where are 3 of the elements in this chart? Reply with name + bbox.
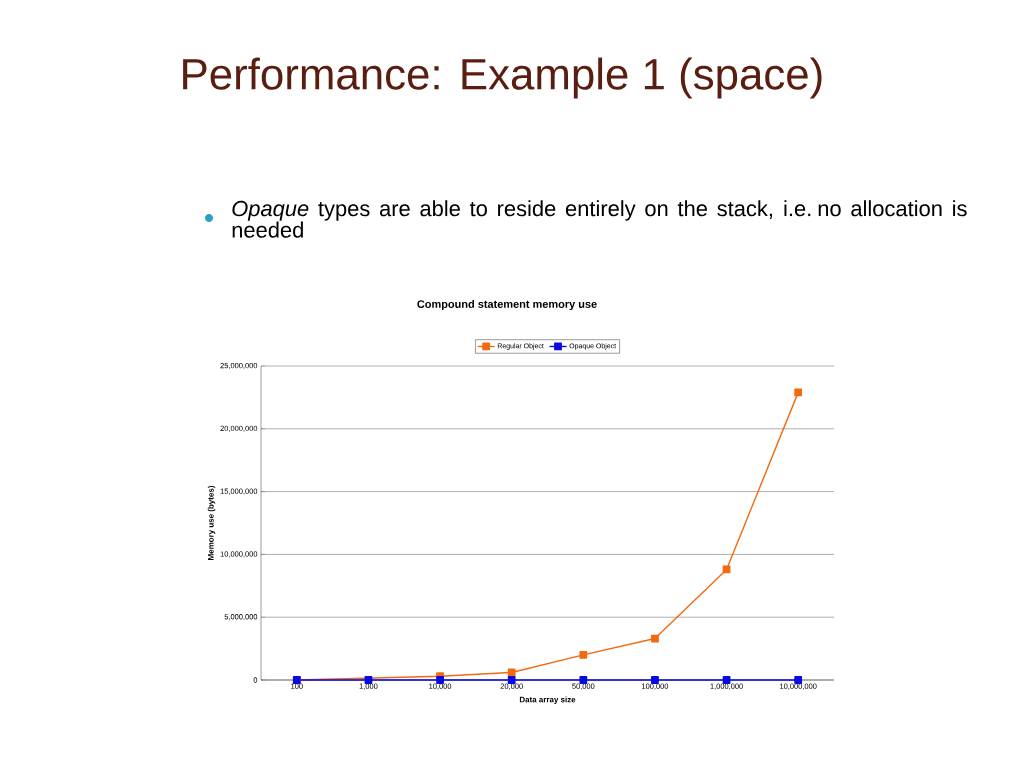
chart-title: Compound statement memory use [417, 299, 597, 311]
text: Opaque types are able to reside entirely on the stack, i.e. no allocation is needed [232, 200, 967, 238]
text: Performance: Example 1 (space) [183, 57, 822, 99]
